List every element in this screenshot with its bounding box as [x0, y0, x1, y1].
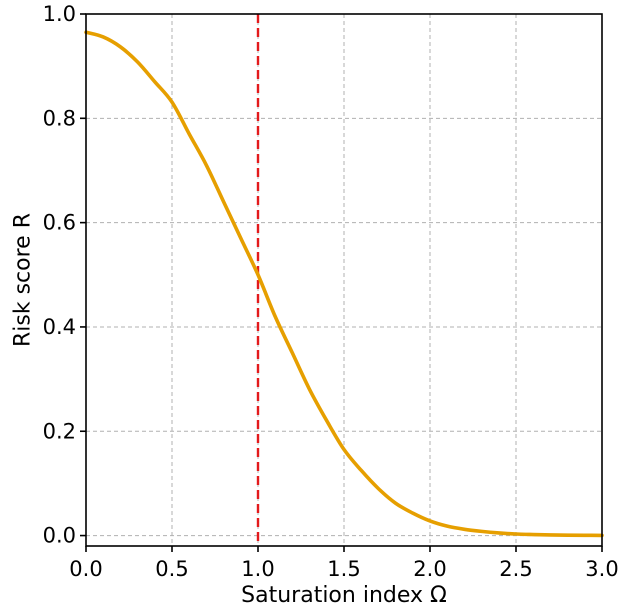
x-tick-label: 2.0 [413, 557, 446, 581]
series [84, 30, 604, 538]
x-axis-ticks: 0.0 0.5 1.0 1.5 2.0 2.5 3.0 [69, 546, 619, 581]
y-tick-label: 0.2 [43, 419, 76, 443]
y-tick-label: 0.6 [43, 211, 76, 235]
y-tick-label: 0.8 [43, 106, 76, 130]
x-tick-label: 2.5 [499, 557, 532, 581]
y-axis-ticks: 0.0 0.2 0.4 0.6 0.8 1.0 [43, 2, 86, 548]
y-tick-label: 1.0 [43, 2, 76, 26]
x-tick-label: 0.5 [155, 557, 188, 581]
y-tick-label: 0.0 [43, 524, 76, 548]
x-tick-label: 0.0 [69, 557, 102, 581]
x-axis-title: Saturation index Ω [241, 583, 447, 608]
y-tick-label: 0.4 [43, 315, 76, 339]
x-tick-label: 1.5 [327, 557, 360, 581]
risk-curve-line [84, 30, 604, 538]
y-axis-title: Risk score R [11, 213, 36, 347]
x-tick-label: 3.0 [585, 557, 618, 581]
x-tick-label: 1.0 [241, 557, 274, 581]
